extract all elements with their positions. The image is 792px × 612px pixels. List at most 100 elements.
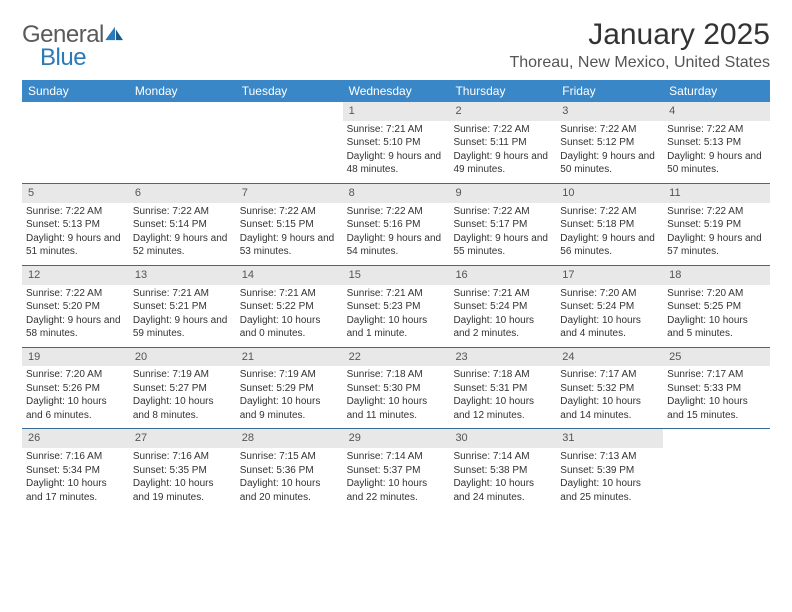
day-number: 25	[663, 348, 770, 367]
day-body: Sunrise: 7:16 AMSunset: 5:34 PMDaylight:…	[22, 448, 129, 510]
daylight-text: Daylight: 9 hours and 49 minutes.	[453, 150, 552, 177]
week-row: 1Sunrise: 7:21 AMSunset: 5:10 PMDaylight…	[22, 102, 770, 184]
day-number: 30	[449, 429, 556, 448]
day-body: Sunrise: 7:22 AMSunset: 5:12 PMDaylight:…	[556, 121, 663, 183]
sunrise-text: Sunrise: 7:22 AM	[347, 205, 446, 219]
sunset-text: Sunset: 5:22 PM	[240, 300, 339, 314]
daylight-text: Daylight: 10 hours and 0 minutes.	[240, 314, 339, 341]
sunrise-text: Sunrise: 7:22 AM	[26, 287, 125, 301]
day-body: Sunrise: 7:16 AMSunset: 5:35 PMDaylight:…	[129, 448, 236, 510]
daylight-text: Daylight: 9 hours and 53 minutes.	[240, 232, 339, 259]
day-number: 17	[556, 266, 663, 285]
day-body: Sunrise: 7:18 AMSunset: 5:30 PMDaylight:…	[343, 366, 450, 428]
sunrise-text: Sunrise: 7:22 AM	[560, 205, 659, 219]
day-number: 28	[236, 429, 343, 448]
day-body: Sunrise: 7:17 AMSunset: 5:33 PMDaylight:…	[663, 366, 770, 428]
day-body: Sunrise: 7:22 AMSunset: 5:20 PMDaylight:…	[22, 285, 129, 347]
sunrise-text: Sunrise: 7:16 AM	[133, 450, 232, 464]
sunrise-text: Sunrise: 7:14 AM	[453, 450, 552, 464]
day-number: 27	[129, 429, 236, 448]
day-body: Sunrise: 7:21 AMSunset: 5:23 PMDaylight:…	[343, 285, 450, 347]
day-body: Sunrise: 7:21 AMSunset: 5:21 PMDaylight:…	[129, 285, 236, 347]
day-cell: 9Sunrise: 7:22 AMSunset: 5:17 PMDaylight…	[449, 184, 556, 265]
day-cell: 29Sunrise: 7:14 AMSunset: 5:37 PMDayligh…	[343, 429, 450, 510]
day-number: 21	[236, 348, 343, 367]
sunrise-text: Sunrise: 7:21 AM	[240, 287, 339, 301]
sunset-text: Sunset: 5:32 PM	[560, 382, 659, 396]
day-number: 6	[129, 184, 236, 203]
day-cell	[663, 429, 770, 510]
day-cell: 5 Sunrise: 7:22 AMSunset: 5:13 PMDaylight…	[22, 184, 129, 265]
day-body: Sunrise: 7:22 AMSunset: 5:14 PMDaylight:…	[129, 203, 236, 265]
sunrise-text: Sunrise: 7:22 AM	[26, 205, 125, 219]
sunset-text: Sunset: 5:39 PM	[560, 464, 659, 478]
sunrise-text: Sunrise: 7:18 AM	[347, 368, 446, 382]
day-number: 2	[449, 102, 556, 121]
sunrise-text: Sunrise: 7:19 AM	[133, 368, 232, 382]
day-number: 29	[343, 429, 450, 448]
daylight-text: Daylight: 9 hours and 55 minutes.	[453, 232, 552, 259]
day-cell: 4Sunrise: 7:22 AMSunset: 5:13 PMDaylight…	[663, 102, 770, 183]
sunrise-text: Sunrise: 7:22 AM	[667, 205, 766, 219]
sunset-text: Sunset: 5:25 PM	[667, 300, 766, 314]
daylight-text: Daylight: 9 hours and 52 minutes.	[133, 232, 232, 259]
daylight-text: Daylight: 10 hours and 17 minutes.	[26, 477, 125, 504]
sunrise-text: Sunrise: 7:22 AM	[240, 205, 339, 219]
day-cell: 10Sunrise: 7:22 AMSunset: 5:18 PMDayligh…	[556, 184, 663, 265]
day-number: 5	[22, 184, 129, 203]
sunset-text: Sunset: 5:13 PM	[26, 218, 125, 232]
weeks-container: 1Sunrise: 7:21 AMSunset: 5:10 PMDaylight…	[22, 102, 770, 510]
sunset-text: Sunset: 5:23 PM	[347, 300, 446, 314]
sunset-text: Sunset: 5:38 PM	[453, 464, 552, 478]
sunrise-text: Sunrise: 7:18 AM	[453, 368, 552, 382]
sunrise-text: Sunrise: 7:22 AM	[453, 123, 552, 137]
sunset-text: Sunset: 5:26 PM	[26, 382, 125, 396]
day-body: Sunrise: 7:13 AMSunset: 5:39 PMDaylight:…	[556, 448, 663, 510]
sunset-text: Sunset: 5:24 PM	[560, 300, 659, 314]
month-title: January 2025	[509, 18, 770, 52]
day-number: 15	[343, 266, 450, 285]
week-row: 26Sunrise: 7:16 AMSunset: 5:34 PMDayligh…	[22, 429, 770, 510]
daylight-text: Daylight: 10 hours and 4 minutes.	[560, 314, 659, 341]
day-number: 16	[449, 266, 556, 285]
day-cell: 25Sunrise: 7:17 AMSunset: 5:33 PMDayligh…	[663, 348, 770, 429]
dow-header-row: SundayMondayTuesdayWednesdayThursdayFrid…	[22, 80, 770, 102]
daylight-text: Daylight: 9 hours and 58 minutes.	[26, 314, 125, 341]
sunrise-text: Sunrise: 7:13 AM	[560, 450, 659, 464]
sunrise-text: Sunrise: 7:22 AM	[453, 205, 552, 219]
daylight-text: Daylight: 9 hours and 54 minutes.	[347, 232, 446, 259]
day-cell: 14 Sunrise: 7:21 AMSunset: 5:22 PMDayligh…	[236, 266, 343, 347]
day-cell: 7Sunrise: 7:22 AMSunset: 5:15 PMDaylight…	[236, 184, 343, 265]
day-body: Sunrise: 7:20 AMSunset: 5:24 PMDaylight:…	[556, 285, 663, 347]
day-cell: 22Sunrise: 7:18 AMSunset: 5:30 PMDayligh…	[343, 348, 450, 429]
sunset-text: Sunset: 5:21 PM	[133, 300, 232, 314]
day-cell: 11Sunrise: 7:22 AMSunset: 5:19 PMDayligh…	[663, 184, 770, 265]
daylight-text: Daylight: 10 hours and 2 minutes.	[453, 314, 552, 341]
daylight-text: Daylight: 9 hours and 57 minutes.	[667, 232, 766, 259]
daylight-text: Daylight: 9 hours and 51 minutes.	[26, 232, 125, 259]
sunset-text: Sunset: 5:15 PM	[240, 218, 339, 232]
day-body: Sunrise: 7:17 AMSunset: 5:32 PMDaylight:…	[556, 366, 663, 428]
day-number: 12	[22, 266, 129, 285]
daylight-text: Daylight: 10 hours and 5 minutes.	[667, 314, 766, 341]
sunset-text: Sunset: 5:18 PM	[560, 218, 659, 232]
daylight-text: Daylight: 9 hours and 50 minutes.	[560, 150, 659, 177]
day-body: Sunrise: 7:21 AMSunset: 5:24 PMDaylight:…	[449, 285, 556, 347]
day-number: 14	[236, 266, 343, 285]
daylight-text: Daylight: 10 hours and 8 minutes.	[133, 395, 232, 422]
day-number: 24	[556, 348, 663, 367]
calendar-page: GeneralBlue January 2025 Thoreau, New Me…	[0, 0, 792, 528]
day-number: 23	[449, 348, 556, 367]
sunset-text: Sunset: 5:29 PM	[240, 382, 339, 396]
sunset-text: Sunset: 5:36 PM	[240, 464, 339, 478]
sunset-text: Sunset: 5:37 PM	[347, 464, 446, 478]
dow-tuesday: Tuesday	[236, 80, 343, 102]
page-header: GeneralBlue January 2025 Thoreau, New Me…	[22, 18, 770, 72]
sunrise-text: Sunrise: 7:21 AM	[133, 287, 232, 301]
dow-thursday: Thursday	[449, 80, 556, 102]
daylight-text: Daylight: 9 hours and 56 minutes.	[560, 232, 659, 259]
daylight-text: Daylight: 10 hours and 9 minutes.	[240, 395, 339, 422]
sunset-text: Sunset: 5:10 PM	[347, 136, 446, 150]
day-body: Sunrise: 7:20 AMSunset: 5:25 PMDaylight:…	[663, 285, 770, 347]
sunset-text: Sunset: 5:35 PM	[133, 464, 232, 478]
